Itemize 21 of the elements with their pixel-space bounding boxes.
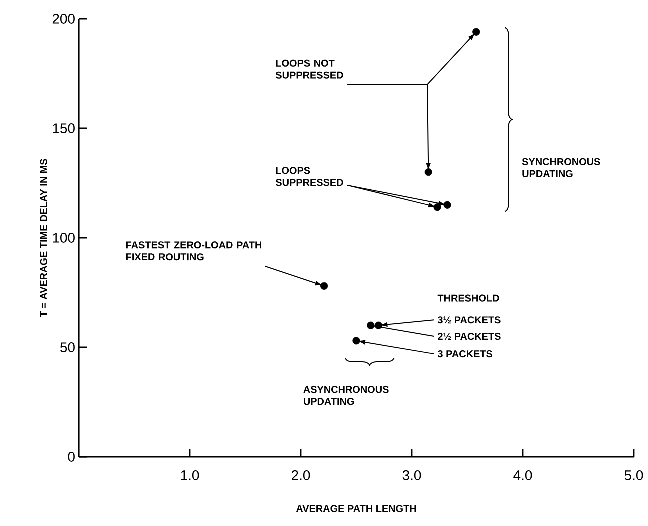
annotation: SYNCHRONOUS UPDATING <box>522 158 600 178</box>
y-tick-label: 0 <box>68 452 75 462</box>
annotation: LOOPS NOT SUPPRESSED <box>276 60 344 79</box>
annotation: ASYNCHRONOUS UPDATING <box>304 386 389 406</box>
y-tick-label: 100 <box>53 233 75 243</box>
x-tick-label: 2.0 <box>292 470 310 480</box>
y-tick-label: 50 <box>60 342 75 352</box>
annotation: 2½ PACKETS <box>438 333 501 340</box>
y-tick-label: 150 <box>53 124 75 134</box>
annotation: 3½ PACKETS <box>438 316 501 324</box>
annotation: 3 PACKETS <box>438 350 493 358</box>
x-tick-label: 4.0 <box>514 470 532 480</box>
annotation: THRESHOLD <box>438 294 500 302</box>
annotation: LOOPS SUPPRESSED <box>276 167 344 186</box>
x-tick-label: 3.0 <box>402 470 422 480</box>
x-axis-title: AVERAGE PATH LENGTH <box>296 505 416 512</box>
annotation: FASTEST ZERO-LOAD PATH FIXED ROUTING <box>126 242 262 261</box>
y-axis-title: T = AVERAGE TIME DELAY IN MS <box>40 159 48 318</box>
x-tick-label: 1.0 <box>181 470 200 480</box>
x-tick-label: 5.0 <box>624 470 644 480</box>
y-tick-label: 200 <box>52 14 75 24</box>
